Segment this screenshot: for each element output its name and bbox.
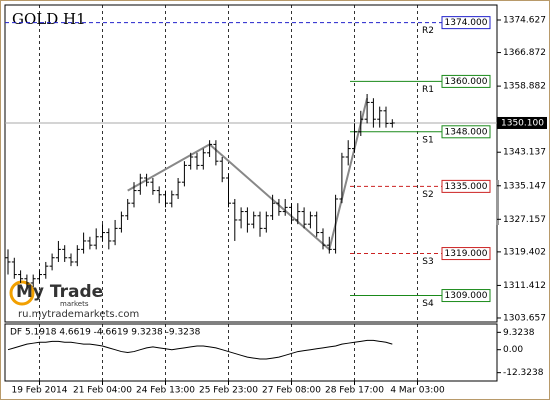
level-box	[441, 16, 491, 30]
y-tick-label: 1374.627	[503, 16, 546, 26]
x-tick-label: 19 Feb 2014	[11, 386, 67, 396]
x-tick-label: 28 Feb 17:00	[325, 386, 384, 396]
level-label: 1335.000	[445, 182, 488, 192]
logo-sub: markets	[60, 300, 89, 308]
y-tick-label: 1303.657	[503, 313, 546, 323]
level-box	[441, 179, 491, 193]
level-box	[441, 125, 491, 139]
chart-title: GOLD H1	[12, 10, 86, 28]
main-pane	[4, 4, 498, 323]
y-tick-label: 0.00	[503, 345, 523, 355]
level-name: S4	[422, 299, 434, 309]
level-box	[441, 74, 491, 88]
indicator-pane	[4, 323, 498, 382]
level-label: 1360.000	[445, 77, 488, 87]
scroll-marker	[496, 180, 499, 225]
x-tick-label: 4 Mar 03:00	[390, 386, 445, 396]
x-tick-label: 24 Feb 13:00	[136, 386, 195, 396]
level-name: R1	[422, 85, 434, 95]
y-tick-label: 1343.137	[503, 148, 546, 158]
y-tick-label: 1335.147	[503, 181, 546, 191]
indicator-line	[7, 339, 393, 360]
x-tick-label: 25 Feb 23:00	[199, 386, 258, 396]
zigzag-line	[127, 97, 369, 252]
y-tick-label: 9.3238	[503, 328, 535, 338]
price-label: 1350.100	[501, 118, 544, 128]
level-label: 1319.000	[445, 249, 488, 259]
logo-brand: My Trade	[16, 282, 103, 302]
logo-ring	[9, 280, 35, 306]
level-label: 1348.000	[445, 127, 488, 137]
level-box	[441, 289, 491, 303]
level-name: S2	[422, 190, 433, 200]
y-tick-label: -12.3238	[503, 368, 544, 378]
y-tick-label: 1327.157	[503, 215, 546, 225]
indicator-label: DF 5.1918 4.6619 -4.6619 9.3238 -9.3238	[10, 328, 201, 338]
logo-url: ru.mytrademarkets.com	[18, 309, 139, 320]
level-name: S1	[422, 135, 433, 145]
level-label: 1309.000	[445, 291, 488, 301]
level-label: 1374.000	[445, 18, 488, 28]
level-name: S3	[422, 257, 433, 267]
y-tick-label: 1358.882	[503, 82, 546, 92]
level-box	[441, 247, 491, 261]
x-tick-label: 27 Feb 08:00	[262, 386, 321, 396]
y-tick-label: 1311.412	[503, 281, 546, 291]
price-box	[497, 116, 547, 129]
y-tick-label: 1319.402	[503, 247, 546, 257]
level-name: R2	[422, 26, 434, 36]
x-tick-label: 21 Feb 04:00	[73, 386, 132, 396]
watermark: My Trade markets ru.mytrademarkets.com	[9, 280, 139, 320]
y-tick-label: 1366.872	[503, 48, 546, 58]
